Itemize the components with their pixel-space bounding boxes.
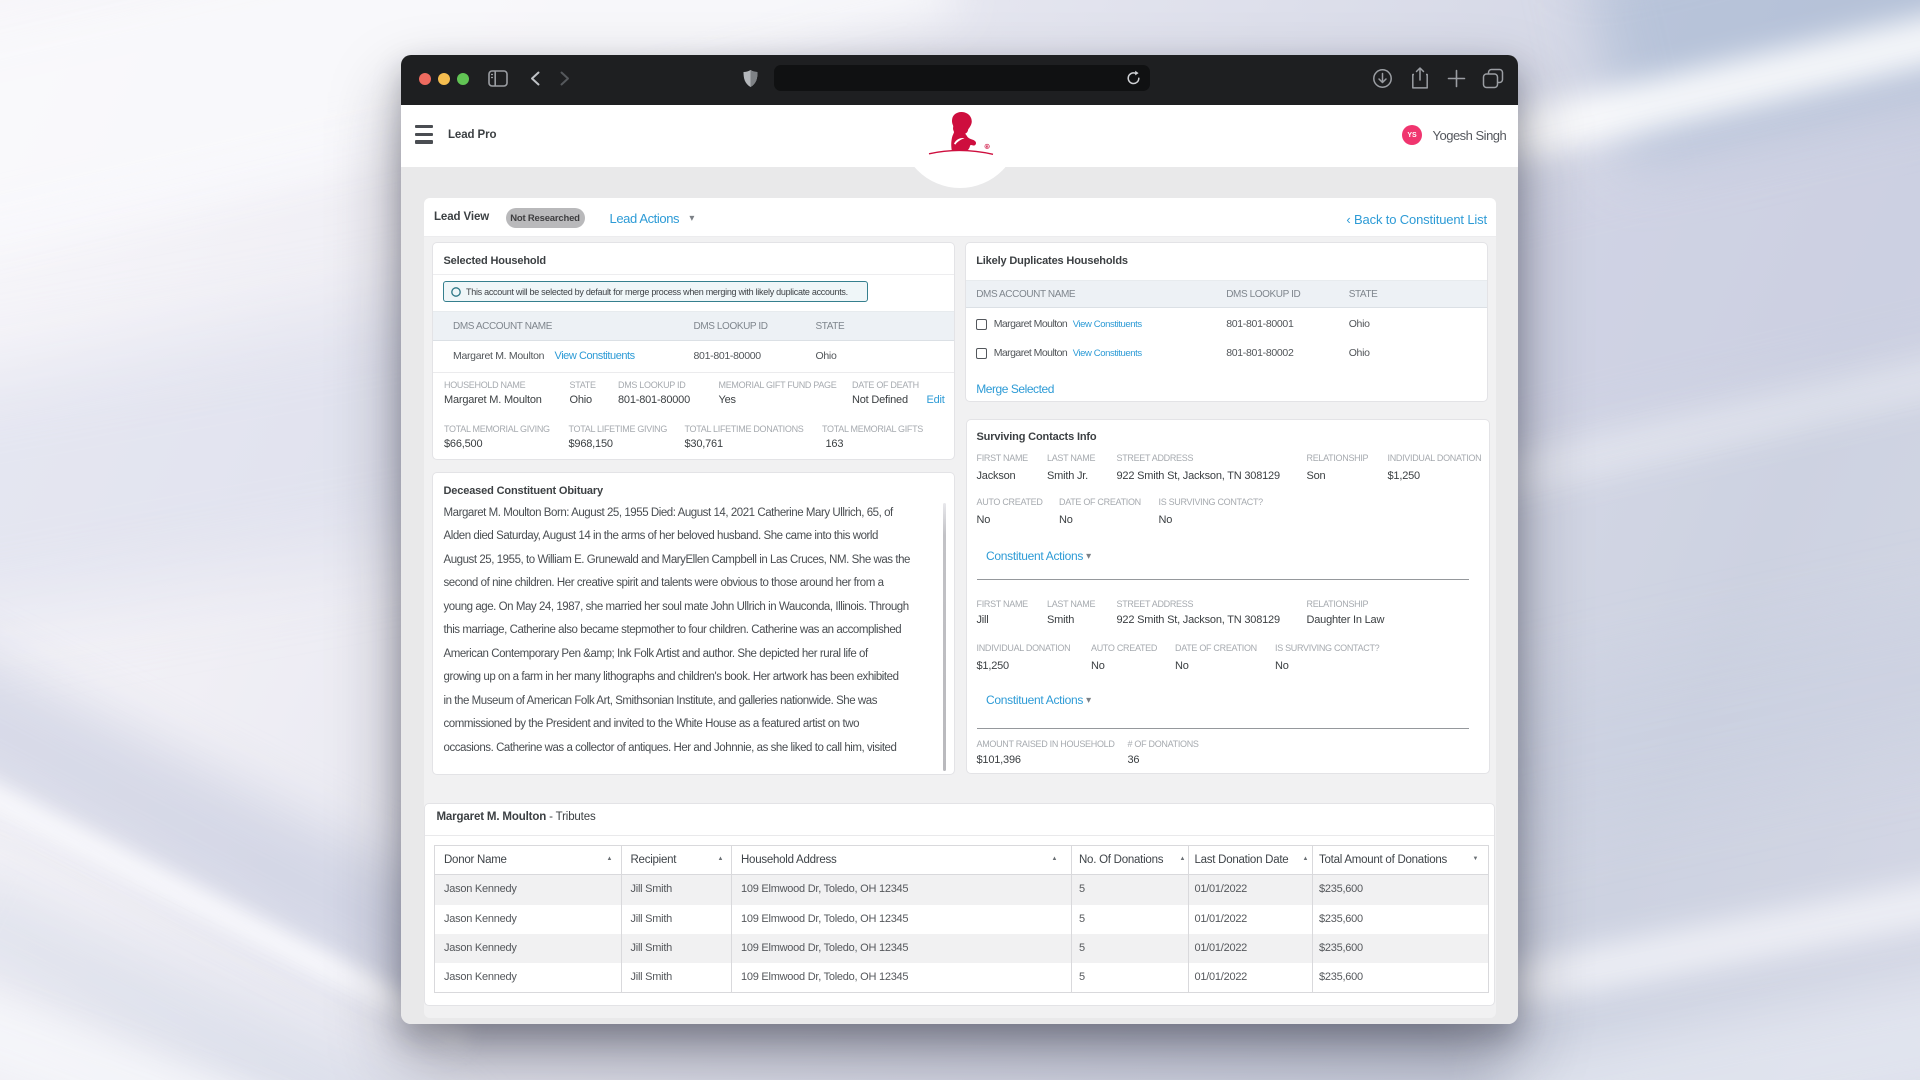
svg-text:R: R (986, 145, 989, 149)
